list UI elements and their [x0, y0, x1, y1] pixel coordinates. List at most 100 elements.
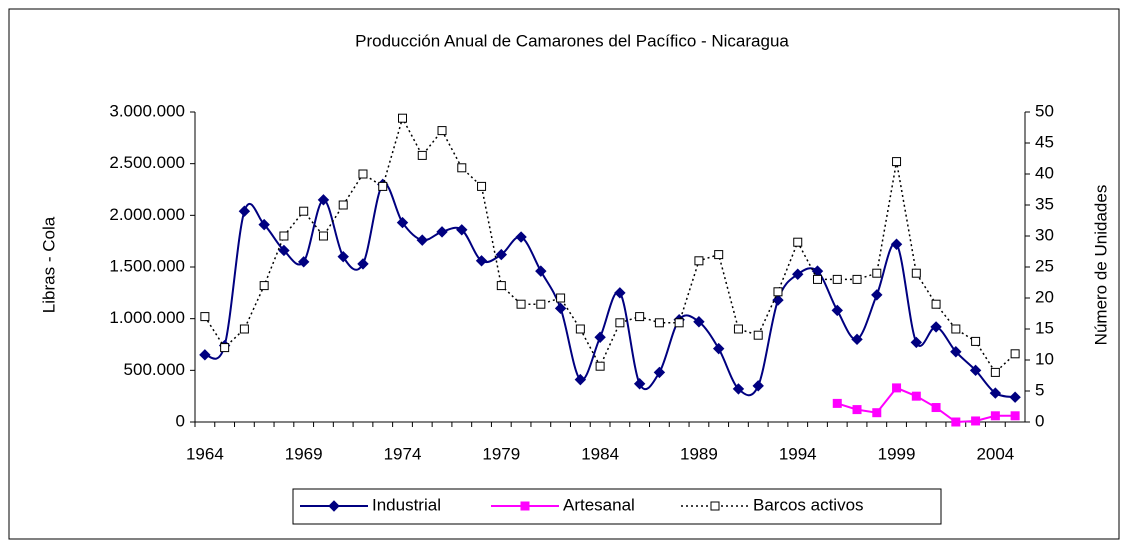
- data-point: [990, 411, 1000, 421]
- data-point: [712, 342, 725, 355]
- data-point: [831, 304, 843, 317]
- y2-axis-label: Número de Unidades: [1091, 185, 1110, 346]
- x-tick-label: 1999: [878, 444, 916, 463]
- y2-tick-label: 15: [1035, 318, 1054, 337]
- data-point: [199, 349, 211, 361]
- x-tick-label: 1964: [186, 444, 224, 463]
- series-line: [204, 182, 1016, 399]
- y-tick-label: 2.500.000: [109, 153, 185, 172]
- data-point: [357, 258, 369, 270]
- data-point: [990, 367, 1000, 377]
- data-point: [693, 316, 705, 328]
- data-point: [358, 169, 368, 179]
- y2-tick-label: 35: [1035, 194, 1054, 213]
- data-point: [753, 330, 763, 340]
- data-point: [575, 324, 585, 334]
- data-point: [595, 361, 605, 371]
- data-point: [733, 324, 743, 334]
- data-point: [515, 231, 527, 243]
- data-point: [971, 336, 981, 346]
- y2-tick-label: 30: [1035, 225, 1054, 244]
- data-point: [378, 181, 388, 191]
- data-point: [516, 299, 526, 309]
- x-tick-label: 1984: [581, 444, 619, 463]
- data-point: [615, 318, 625, 328]
- data-point: [851, 333, 863, 346]
- data-point: [495, 248, 508, 261]
- data-point: [239, 324, 249, 334]
- data-point: [951, 417, 961, 427]
- data-point: [556, 293, 566, 303]
- data-point: [911, 391, 921, 401]
- data-point: [752, 380, 764, 392]
- data-point: [969, 364, 982, 377]
- data-point: [574, 373, 587, 386]
- y-tick-label: 2.000.000: [109, 205, 185, 224]
- y-tick-label: 0: [176, 411, 185, 430]
- data-point: [872, 408, 882, 418]
- x-tick-label: 1974: [384, 444, 422, 463]
- y2-tick-label: 5: [1035, 380, 1044, 399]
- legend-marker: [328, 500, 340, 512]
- data-point: [496, 281, 506, 291]
- data-point: [892, 383, 902, 393]
- data-point: [318, 231, 328, 241]
- y-tick-label: 1.500.000: [109, 256, 185, 275]
- data-point: [931, 299, 941, 309]
- data-point: [614, 287, 626, 299]
- data-point: [813, 274, 822, 284]
- data-point: [635, 312, 645, 322]
- y2-tick-label: 40: [1035, 163, 1054, 182]
- data-point: [258, 218, 270, 231]
- data-point: [456, 224, 468, 236]
- data-point: [872, 268, 882, 278]
- chart-border: [8, 8, 1120, 540]
- data-point: [852, 274, 862, 284]
- data-point: [317, 194, 330, 206]
- y2-tick-label: 25: [1035, 256, 1054, 275]
- data-point: [832, 274, 842, 284]
- data-point: [238, 205, 251, 217]
- data-point: [931, 403, 941, 413]
- chart-title: Producción Anual de Camarones del Pacífi…: [355, 31, 789, 50]
- x-tick-label: 2004: [976, 444, 1014, 463]
- x-tick-label: 1989: [680, 444, 718, 463]
- data-point: [773, 287, 783, 297]
- data-point: [259, 281, 269, 291]
- data-point: [911, 268, 921, 278]
- data-point: [852, 405, 862, 415]
- data-point: [951, 324, 961, 334]
- y2-tick-label: 0: [1035, 411, 1044, 430]
- x-tick-label: 1979: [482, 444, 520, 463]
- data-point: [890, 238, 903, 250]
- data-point: [437, 126, 447, 136]
- legend-label: Barcos activos: [753, 495, 864, 514]
- series-line: [204, 116, 1016, 374]
- data-point: [674, 318, 684, 328]
- data-point: [871, 289, 883, 301]
- data-point: [832, 398, 842, 408]
- legend-label: Industrial: [372, 495, 441, 514]
- data-point: [554, 302, 567, 315]
- legend-marker: [710, 501, 720, 511]
- data-point: [417, 150, 427, 160]
- legend: [292, 488, 942, 525]
- data-point: [892, 157, 902, 167]
- data-point: [1010, 349, 1020, 359]
- data-point: [1010, 411, 1020, 421]
- data-point: [337, 250, 349, 263]
- data-point: [732, 383, 745, 395]
- data-point: [594, 331, 606, 343]
- data-point: [694, 256, 704, 266]
- data-point: [396, 216, 409, 229]
- data-point: [279, 231, 289, 241]
- data-point: [200, 312, 210, 322]
- data-point: [338, 200, 348, 210]
- y2-tick-label: 50: [1035, 101, 1054, 120]
- data-point: [475, 255, 488, 267]
- data-point: [1009, 391, 1021, 403]
- y2-tick-label: 45: [1035, 132, 1054, 151]
- data-point: [950, 346, 962, 358]
- series-line: [836, 386, 1016, 424]
